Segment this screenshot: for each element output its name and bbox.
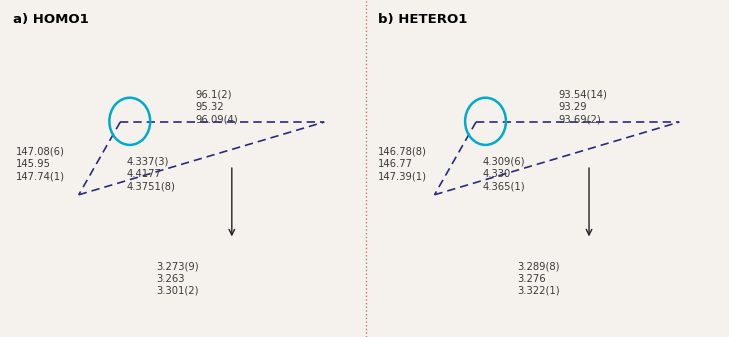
Text: 4.337(3)
4.4177
4.3751(8): 4.337(3) 4.4177 4.3751(8) — [126, 157, 175, 191]
Text: 96.1(2)
95.32
96.09(4): 96.1(2) 95.32 96.09(4) — [195, 89, 238, 124]
Text: 4.309(6)
4.330
4.365(1): 4.309(6) 4.330 4.365(1) — [483, 157, 525, 191]
Text: 147.08(6)
145.95
147.74(1): 147.08(6) 145.95 147.74(1) — [16, 147, 65, 181]
Text: 146.78(8)
146.77
147.39(1): 146.78(8) 146.77 147.39(1) — [378, 147, 426, 181]
Text: a) HOMO1: a) HOMO1 — [13, 13, 89, 26]
Text: 3.289(8)
3.276
3.322(1): 3.289(8) 3.276 3.322(1) — [518, 261, 560, 296]
Text: 93.54(14)
93.29
93.69(2): 93.54(14) 93.29 93.69(2) — [558, 89, 607, 124]
Text: b) HETERO1: b) HETERO1 — [378, 13, 467, 26]
Text: 3.273(9)
3.263
3.301(2): 3.273(9) 3.263 3.301(2) — [157, 261, 199, 296]
